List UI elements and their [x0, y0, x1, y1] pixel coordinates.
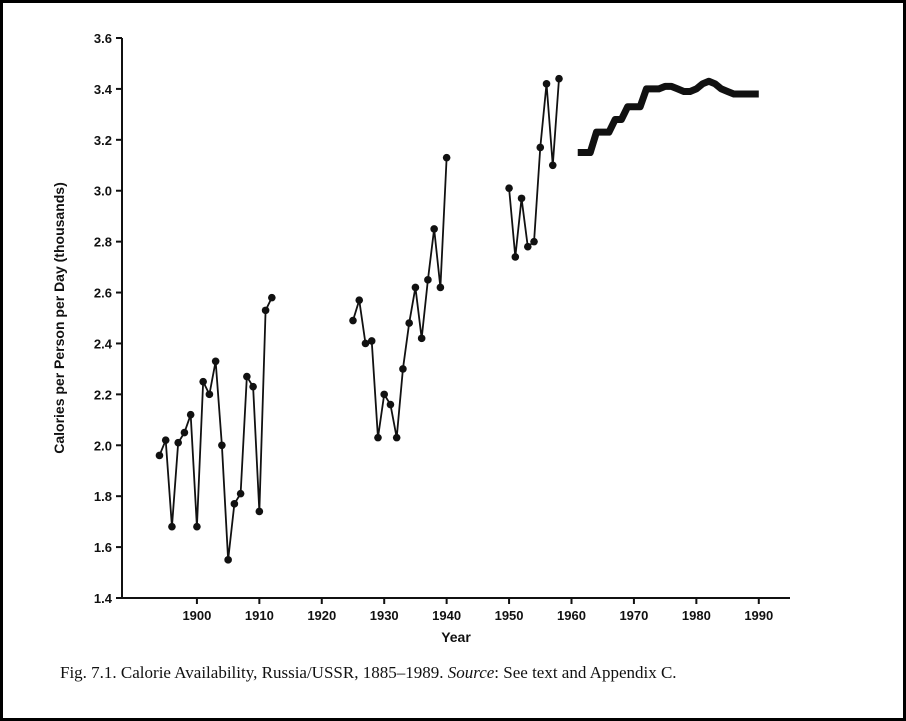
data-point	[442, 153, 451, 162]
y-tick-label: 3.4	[94, 82, 113, 97]
x-tick-label: 1980	[682, 608, 711, 623]
data-point	[249, 382, 257, 391]
x-tick-label: 1950	[495, 608, 524, 623]
caption-emphasis: Source	[447, 663, 495, 682]
data-point	[436, 283, 445, 292]
data-point	[155, 451, 164, 460]
data-point	[536, 143, 545, 152]
data-point	[255, 507, 264, 516]
data-point	[161, 436, 170, 444]
x-tick-label: 1990	[744, 608, 773, 623]
y-tick-label: 2.0	[94, 438, 112, 453]
data-point	[205, 390, 214, 399]
data-point	[430, 225, 438, 233]
data-point	[230, 500, 239, 508]
caption-rest: : See text and Appendix C.	[494, 663, 677, 682]
y-tick-label: 2.2	[94, 387, 112, 402]
data-point	[505, 184, 513, 192]
data-point	[386, 400, 395, 409]
data-point	[555, 74, 563, 83]
data-point	[548, 161, 557, 170]
caption: Fig. 7.1. Calorie Availability, Russia/U…	[60, 662, 800, 683]
data-point	[392, 433, 401, 442]
data-point	[530, 237, 538, 246]
data-point	[542, 80, 551, 88]
y-tick-label: 1.6	[94, 540, 112, 555]
data-point	[268, 293, 276, 302]
data-point	[261, 306, 270, 315]
data-point	[243, 372, 251, 381]
data-point	[168, 522, 176, 531]
x-tick-label: 1960	[557, 608, 586, 623]
data-point	[349, 316, 357, 325]
data-point	[218, 441, 226, 450]
data-point	[199, 377, 207, 386]
data-point	[511, 253, 520, 261]
data-point	[417, 334, 426, 343]
data-point	[355, 296, 364, 304]
data-point	[180, 428, 189, 437]
data-point	[424, 276, 432, 284]
y-tick-label: 1.4	[94, 591, 113, 606]
x-tick-label: 1970	[619, 608, 648, 623]
y-tick-label: 3.6	[94, 31, 112, 46]
data-point	[517, 194, 526, 203]
data-point	[374, 433, 382, 442]
y-tick-label: 1.8	[94, 489, 112, 504]
x-axis-label: Year	[441, 629, 471, 645]
data-point	[236, 489, 245, 498]
y-axis-label: Calories per Person per Day (thousands)	[51, 182, 67, 454]
y-tick-label: 2.6	[94, 286, 112, 301]
data-point	[361, 339, 370, 348]
x-tick-label: 1900	[182, 608, 211, 623]
x-tick-label: 1930	[370, 608, 399, 623]
y-tick-label: 2.4	[94, 336, 113, 351]
data-line	[158, 78, 560, 561]
data-point	[193, 522, 201, 531]
y-tick-label: 3.2	[94, 133, 112, 148]
data-point	[523, 242, 532, 251]
x-tick-label: 1940	[432, 608, 461, 623]
caption-text: Fig. 7.1. Calorie Availability, Russia/U…	[60, 663, 444, 682]
data-point	[405, 319, 413, 327]
x-tick-label: 1920	[307, 608, 336, 623]
y-tick-label: 2.8	[94, 235, 112, 250]
y-tick-label: 3.0	[94, 184, 112, 199]
data-point	[411, 283, 420, 292]
data-line	[577, 77, 759, 157]
data-point	[174, 438, 182, 447]
x-tick-label: 1910	[245, 608, 274, 623]
data-point	[211, 357, 220, 366]
data-point	[186, 410, 195, 419]
data-point	[399, 365, 407, 373]
data-point	[224, 556, 232, 564]
data-point	[367, 337, 376, 345]
data-point	[380, 390, 389, 399]
